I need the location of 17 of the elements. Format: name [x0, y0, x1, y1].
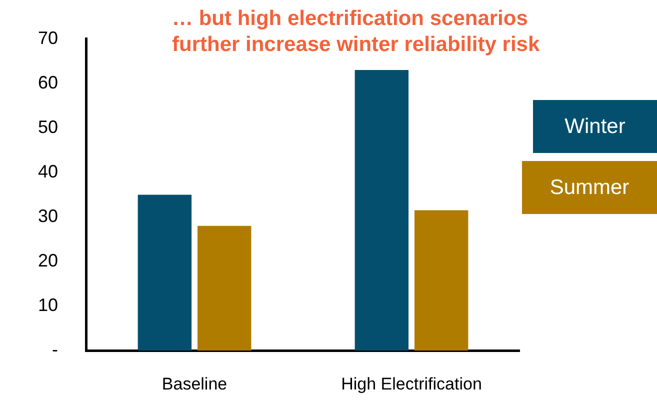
y-tick-label: 70	[38, 28, 58, 48]
x-tick-label: Baseline	[162, 374, 228, 394]
y-tick-label: -	[52, 340, 58, 360]
bar	[198, 226, 252, 351]
x-tick-label: High Electrification	[341, 374, 482, 394]
bar	[414, 210, 468, 351]
y-tick-label: 40	[38, 161, 58, 182]
bar	[138, 194, 192, 351]
chart-title: … but high electrification scenarios further increase winter reliability risk	[172, 6, 541, 58]
y-tick-label: 60	[38, 72, 58, 92]
text: Summer	[522, 161, 657, 214]
y-tick-label: 50	[38, 116, 58, 137]
bar	[354, 70, 409, 351]
text: Winter	[533, 100, 657, 153]
y-tick-label: 10	[38, 295, 58, 316]
y-tick-label: 20	[38, 250, 58, 270]
y-tick-label: 30	[38, 206, 58, 226]
